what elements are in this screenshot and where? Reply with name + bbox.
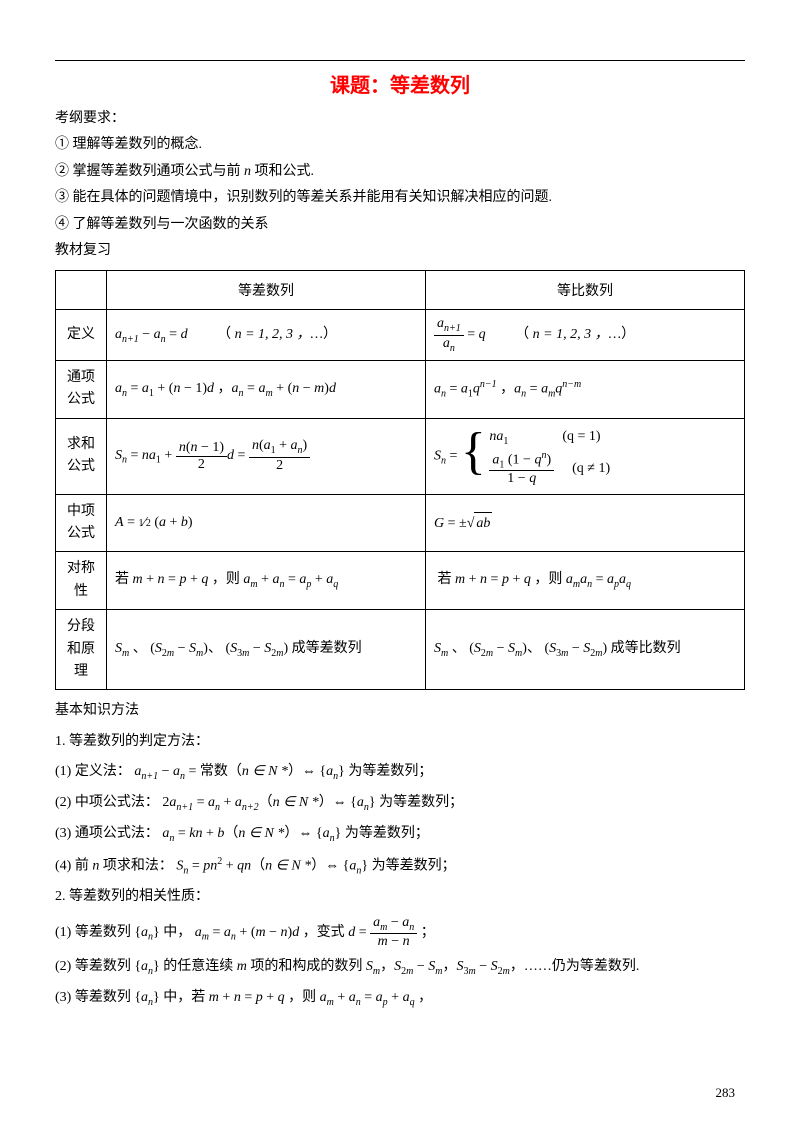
req-3: ③ 能在具体的问题情境中，识别数列的等差关系并能用有关知识解决相应的问题. [55, 187, 745, 209]
lbl-sum: 求和公式 [56, 418, 107, 494]
lbl-def: 定义 [56, 310, 107, 361]
row-definition: 定义 an+1 − an = d （ n = 1, 2, 3 ，…） an+1 … [56, 310, 745, 361]
sym-then-1: ，则 [212, 572, 244, 587]
q-eq-1: (q = 1) [562, 429, 600, 444]
hdr-blank [56, 271, 107, 310]
page-number: 283 [716, 1085, 736, 1101]
m1-2: (2) 中项公式法： 2an+1 = an + an+2（n ∈ N *）⇔ {… [55, 790, 745, 817]
sym-then-2: ，则 [534, 572, 566, 587]
term-geom: an = a1qn−1 ，an = amqn−m [426, 360, 745, 418]
dom-3: n ∈ N * [238, 826, 284, 841]
m2-3-then: ，则 [288, 990, 320, 1005]
hdr-arith: 等差数列 [107, 271, 426, 310]
hdr-geom: 等比数列 [426, 271, 745, 310]
methods: 基本知识方法 1. 等差数列的判定方法： (1) 定义法： an+1 − an … [55, 698, 745, 1012]
sym-if-2: 若 [438, 572, 456, 587]
m1-4: (4) 前 n 项求和法： Sn = pn2 + qn（n ∈ N *）⇔ {a… [55, 852, 745, 880]
comparison-table: 等差数列 等比数列 定义 an+1 − an = d （ n = 1, 2, 3… [55, 270, 745, 690]
m2-2: (2) 等差数列 {an} 的任意连续 m 项的和构成的数列 Sm，S2m − … [55, 954, 745, 981]
m1-1-suf: 为等差数列； [345, 764, 433, 779]
req-4: ④ 了解等差数列与一次函数的关系 [55, 214, 745, 236]
m2-3: (3) 等差数列 {an} 中，若 m + n = p + q ，则 am + … [55, 985, 745, 1012]
nrange-2: n = 1, 2, 3 ，… [533, 327, 621, 342]
req-1: ① 理解等差数列的概念. [55, 134, 745, 156]
sum-geom: Sn = { na1(q = 1) a1 (1 − qn) 1 − q (q ≠… [426, 418, 745, 494]
sym-arith: 若 m + n = p + q ，则 am + an = ap + aq [107, 552, 426, 610]
nrange-1: n = 1, 2, 3 ，… [235, 327, 323, 342]
m2-1: (1) 等差数列 {an} 中， am = an + (m − n)d ，变式 … [55, 915, 745, 950]
review-header: 教材复习 [55, 240, 745, 262]
m2-1-pre: (1) 等差数列 { [55, 925, 141, 940]
row-term: 通项公式 an = a1 + (n − 1)d ，an = am + (n − … [56, 360, 745, 418]
m1-3-pre: (3) 通项公式法： [55, 826, 159, 841]
m1-4-pre-b: 项求和法： [99, 859, 173, 874]
req-2-n: n [244, 164, 251, 179]
row-sym: 对称性 若 m + n = p + q ，则 am + an = ap + aq… [56, 552, 745, 610]
req-2-suf: 项和公式. [251, 164, 314, 179]
m2-header: 2. 等差数列的相关性质： [55, 884, 745, 911]
lbl-sym: 对称性 [56, 552, 107, 610]
mid-geom: G = ±√ab [426, 494, 745, 552]
row-sum: 求和公式 Sn = na1 + n(n − 1) 2 d = n(a1 + an… [56, 418, 745, 494]
dom-2: n ∈ N * [273, 795, 319, 810]
sum-arith: Sn = na1 + n(n − 1) 2 d = n(a1 + an) 2 [107, 418, 426, 494]
row-seg: 分段和原理 Sm 、 (S2m − Sm)、 (S3m − S2m) 成等差数列… [56, 610, 745, 690]
methods-header: 基本知识方法 [55, 698, 745, 725]
dom-4: n ∈ N * [265, 859, 311, 874]
m1-header: 1. 等差数列的判定方法： [55, 729, 745, 756]
m1-1-mid: 常数（ [196, 764, 242, 779]
m1-3: (3) 通项公式法： an = kn + b（n ∈ N *）⇔ {an} 为等… [55, 821, 745, 848]
m2-1-mid: } 中， [153, 925, 191, 940]
lbl-mid: 中项公式 [56, 494, 107, 552]
req-2: ② 掌握等差数列通项公式与前 n 项和公式. [55, 161, 745, 183]
m2-3-mid: } 中，若 [153, 990, 209, 1005]
table-header-row: 等差数列 等比数列 [56, 271, 745, 310]
seg-geom-suf: 成等比数列 [607, 641, 681, 656]
m2-1-var: ，变式 [303, 925, 349, 940]
def-arith: an+1 − an = d （ n = 1, 2, 3 ，…） [107, 310, 426, 361]
m1-1: (1) 定义法： an+1 − an = 常数（n ∈ N *）⇔ {an} 为… [55, 759, 745, 786]
page-title: 课题：等差数列 [55, 69, 745, 98]
seg-arith-suf: 成等差数列 [288, 641, 362, 656]
m1-2-pre: (2) 中项公式法： [55, 795, 159, 810]
m2-2-pre: (2) 等差数列 { [55, 959, 141, 974]
m2-2-mid2: 项的和构成的数列 [247, 959, 366, 974]
seg-arith: Sm 、 (S2m − Sm)、 (S3m − S2m) 成等差数列 [107, 610, 426, 690]
row-mid: 中项公式 A = 1⁄2 (a + b) G = ±√ab [56, 494, 745, 552]
req-header: 考纲要求： [55, 108, 745, 130]
m2-2-suf: ……仍为等差数列. [524, 959, 640, 974]
m2-3-pre: (3) 等差数列 { [55, 990, 141, 1005]
lbl-term: 通项公式 [56, 360, 107, 418]
m1-3-suf: 为等差数列； [341, 826, 429, 841]
lbl-seg: 分段和原理 [56, 610, 107, 690]
req-2-pre: ② 掌握等差数列通项公式与前 [55, 164, 244, 179]
top-rule [55, 60, 745, 61]
dom-1: n ∈ N * [242, 764, 288, 779]
q-ne-1: (q ≠ 1) [572, 461, 610, 476]
m1-4-pre-a: (4) 前 [55, 859, 92, 874]
sym-if-1: 若 [115, 572, 133, 587]
term-arith: an = a1 + (n − 1)d ，an = am + (n − m)d [107, 360, 426, 418]
seg-geom: Sm 、 (S2m − Sm)、 (S3m − S2m) 成等比数列 [426, 610, 745, 690]
m1-1-pre: (1) 定义法： [55, 764, 131, 779]
m2-2-mid: } 的任意连续 [153, 959, 237, 974]
m1-4-suf: 为等差数列； [368, 859, 456, 874]
sym-geom: 若 m + n = p + q ，则 aman = apaq [426, 552, 745, 610]
m1-2-suf: 为等差数列； [376, 795, 464, 810]
mid-arith: A = 1⁄2 (a + b) [107, 494, 426, 552]
def-geom: an+1 an = q （ n = 1, 2, 3 ，…） [426, 310, 745, 361]
